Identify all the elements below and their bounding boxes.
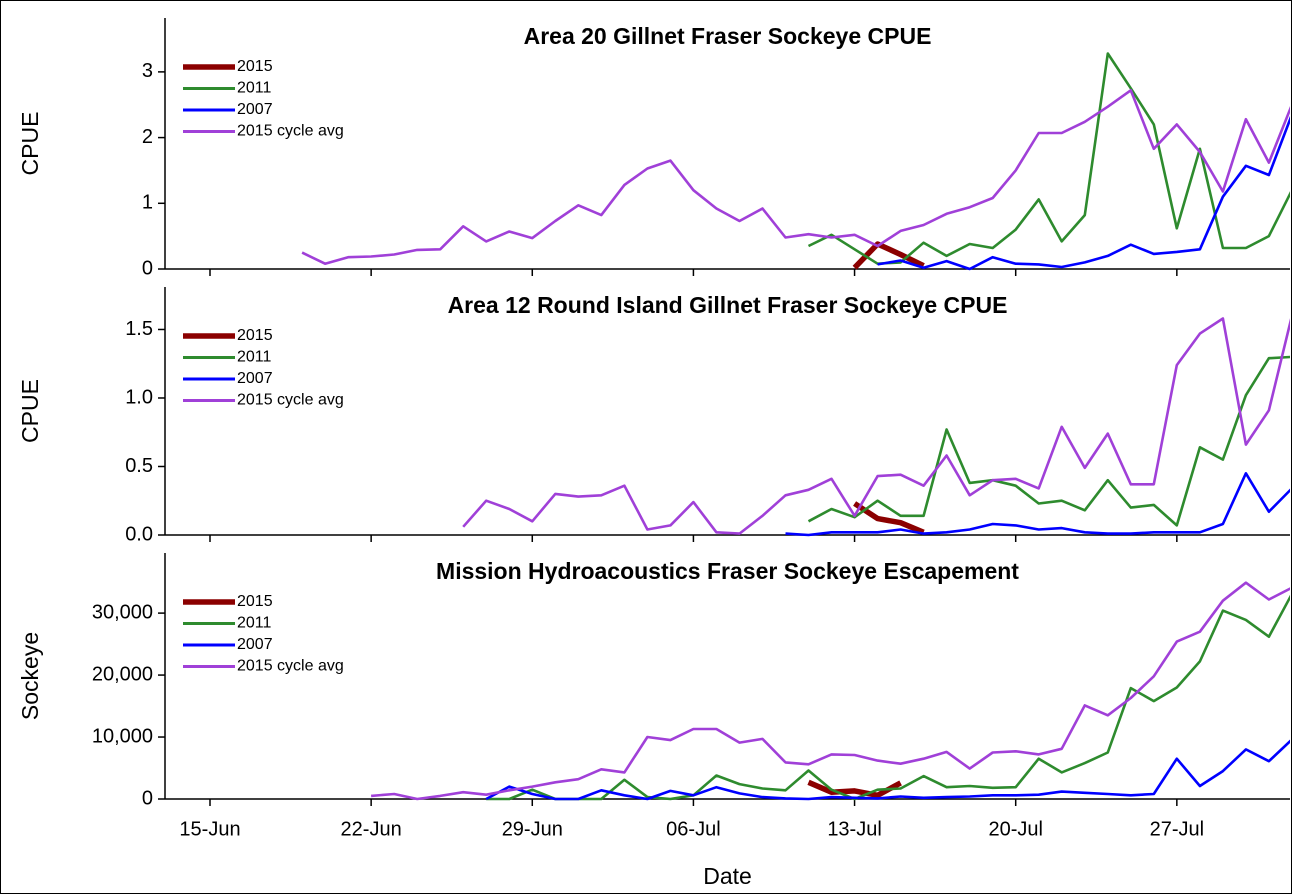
x-tick-label: 27-Jul bbox=[1150, 818, 1204, 840]
legend-label: 2007 bbox=[237, 101, 273, 118]
legend-label: 2015 bbox=[237, 58, 273, 75]
series-line bbox=[486, 594, 1290, 801]
series-group bbox=[370, 581, 1290, 801]
panel-title: Mission Hydroacoustics Fraser Sockeye Es… bbox=[436, 558, 1019, 584]
series-line bbox=[301, 89, 1290, 265]
legend-label: 2015 bbox=[237, 327, 273, 344]
y-tick-label: 0 bbox=[142, 787, 153, 809]
y-tick-label: 3 bbox=[142, 60, 153, 82]
y-tick-label: 0 bbox=[142, 257, 153, 279]
series-group bbox=[301, 52, 1290, 271]
y-tick-label: 2 bbox=[142, 126, 153, 148]
y-tick-label: 1.5 bbox=[125, 318, 153, 340]
series-line bbox=[785, 472, 1290, 537]
y-tick-label: 30,000 bbox=[92, 601, 153, 623]
x-tick-label: 22-Jun bbox=[341, 818, 402, 840]
y-tick-label: 0.0 bbox=[125, 523, 153, 545]
legend-label: 2007 bbox=[237, 370, 273, 387]
series-line bbox=[485, 739, 1290, 801]
y-tick-label: 1.0 bbox=[125, 386, 153, 408]
x-tick-label: 29-Jun bbox=[502, 818, 563, 840]
series-line bbox=[807, 355, 1290, 527]
legend-label: 2011 bbox=[237, 349, 272, 366]
y-tick-label: 20,000 bbox=[92, 663, 153, 685]
y-axis-label: CPUE bbox=[17, 112, 43, 176]
legend-label: 2007 bbox=[237, 636, 273, 653]
x-axis-label: Date bbox=[703, 863, 752, 889]
series-group bbox=[462, 317, 1290, 537]
y-tick-label: 10,000 bbox=[92, 725, 153, 747]
y-axis-label: CPUE bbox=[17, 379, 43, 443]
legend-label: 2011 bbox=[237, 615, 272, 632]
legend-label: 2015 cycle avg bbox=[237, 392, 344, 409]
legend-label: 2011 bbox=[237, 80, 272, 97]
x-tick-label: 13-Jul bbox=[827, 818, 881, 840]
x-tick-label: 06-Jul bbox=[666, 818, 720, 840]
series-line bbox=[877, 115, 1290, 271]
legend-label: 2015 cycle avg bbox=[237, 123, 344, 140]
y-axis-label: Sockeye bbox=[17, 632, 43, 720]
series-line bbox=[807, 779, 902, 799]
legend-label: 2015 bbox=[237, 593, 273, 610]
panel-title: Area 20 Gillnet Fraser Sockeye CPUE bbox=[524, 23, 932, 49]
series-line bbox=[462, 317, 1290, 535]
x-tick-label: 15-Jun bbox=[179, 818, 240, 840]
x-tick-label: 20-Jul bbox=[988, 818, 1042, 840]
legend-label: 2015 cycle avg bbox=[237, 658, 344, 675]
series-line bbox=[370, 581, 1290, 801]
series-line bbox=[807, 52, 1290, 265]
y-tick-label: 0.5 bbox=[125, 455, 153, 477]
panel-title: Area 12 Round Island Gillnet Fraser Sock… bbox=[448, 292, 1008, 318]
y-tick-label: 1 bbox=[142, 192, 153, 214]
series-line bbox=[853, 501, 925, 535]
